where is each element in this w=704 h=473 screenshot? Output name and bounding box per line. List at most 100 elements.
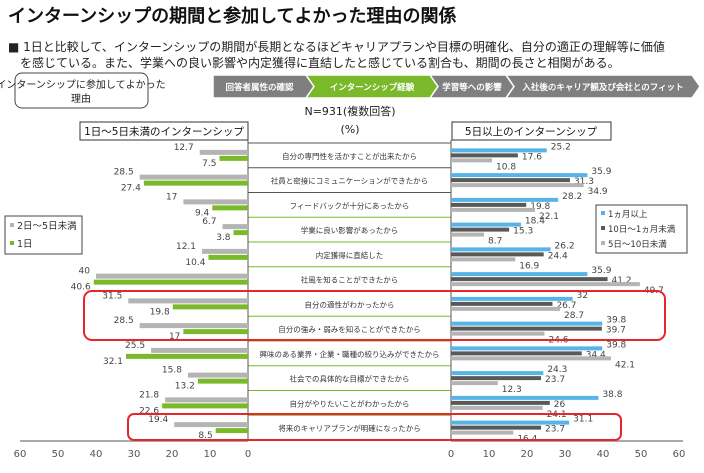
right-bar	[451, 331, 545, 336]
right-data-label: 8.7	[488, 237, 502, 247]
right-bar	[451, 277, 608, 282]
left-bar	[202, 248, 248, 254]
right-panel-title-box	[451, 121, 612, 141]
nav-step-1[interactable]: 回答者属性の確認	[212, 74, 315, 99]
category-label: 自分がやりたいことがわかったから	[290, 398, 410, 408]
left-bar	[165, 397, 248, 403]
category-label: 学業に良い影響があったから	[301, 225, 399, 235]
legend-label: 2日～5日未満	[17, 220, 77, 232]
right-data-label: 28.2	[562, 192, 582, 202]
left-data-label: 32.1	[103, 357, 123, 367]
left-data-label: 40	[79, 267, 91, 277]
left-data-label: 19.8	[150, 307, 170, 317]
left-bar	[172, 304, 248, 310]
right-tick-label: 0	[448, 449, 454, 460]
left-data-label: 17	[166, 192, 177, 202]
right-data-label: 34.9	[588, 187, 608, 197]
right-bar	[451, 395, 599, 400]
nav-step-4[interactable]: 入社後のキャリア観及び会社とのフィット	[504, 74, 701, 99]
left-data-label: 7.5	[202, 159, 216, 169]
right-bar	[451, 351, 582, 356]
legend-swatch	[10, 223, 14, 227]
left-tick-label: 20	[166, 449, 179, 460]
progress-nav: 回答者属性の確認 インターンシップ経験 学習等への影響 入社後のキャリア観及び会社との…	[212, 74, 701, 99]
right-data-label: 31.1	[573, 415, 593, 425]
section-box-line-1: インターンシップに参加してよかった	[0, 78, 166, 91]
right-data-label: 35.9	[591, 167, 611, 177]
right-bar	[451, 376, 542, 381]
left-bar	[96, 273, 248, 279]
legend-label: 10日～1ヵ月未満	[608, 224, 676, 235]
right-tick-label: 20	[521, 449, 534, 460]
section-box	[14, 72, 149, 109]
left-legend-box	[4, 215, 83, 255]
left-bar	[151, 347, 248, 353]
right-data-label: 26.2	[555, 241, 575, 251]
nav-step-label: 学習等への影響	[442, 82, 502, 93]
right-tick-label: 50	[635, 449, 648, 460]
right-bar	[451, 158, 493, 163]
sample-note: N=931(複数回答)	[304, 104, 395, 118]
left-bar	[233, 230, 248, 236]
unit-label: (%)	[340, 123, 359, 136]
right-bar	[451, 326, 602, 331]
left-bar	[212, 205, 248, 211]
left-data-label: 28.5	[114, 316, 134, 326]
right-bar	[451, 371, 544, 376]
left-bar	[126, 353, 248, 359]
left-panel-title-box	[79, 121, 249, 141]
category-label: 興味のある業界・企業・職種の絞り込みができたから	[260, 349, 440, 359]
nav-step-2[interactable]: インターンシップ経験	[304, 74, 439, 99]
right-data-label: 15.3	[513, 227, 533, 237]
right-data-label: 26.7	[556, 301, 576, 311]
category-label: 自分の専門性を活かすことが出来たから	[282, 151, 417, 161]
right-data-label: 17.6	[522, 152, 542, 162]
right-data-label: 42.1	[615, 360, 635, 370]
left-bar	[139, 174, 248, 180]
left-bar	[199, 149, 248, 155]
right-data-label: 26	[554, 400, 566, 410]
right-data-label: 39.7	[606, 326, 626, 336]
nav-step-3[interactable]: 学習等への影響	[428, 74, 515, 99]
left-data-label: 9.4	[195, 208, 210, 218]
left-data-label: 17	[169, 332, 180, 342]
left-legend: 2日～5日未満 1日	[4, 215, 83, 255]
left-data-label: 40.6	[71, 283, 91, 293]
right-bar	[451, 202, 527, 207]
highlight-box-self-understanding	[83, 290, 666, 341]
right-data-label: 25.2	[551, 142, 571, 152]
right-data-label: 35.9	[591, 266, 611, 276]
right-bar	[451, 272, 588, 277]
right-panel-title: 5日以上のインターンシップ	[465, 126, 598, 138]
legend-swatch	[601, 241, 605, 245]
left-data-label: 3.8	[216, 233, 231, 243]
summary-line-1: ■ 1日と比較して、インターンシップの期間が長期となるほどキャリアプランや目標の…	[8, 39, 665, 54]
category-label: 内定獲得に直結した	[316, 250, 384, 260]
right-legend: 1ヵ月以上 10日～1ヵ月未満 5日～10日未満	[595, 204, 688, 254]
left-bar	[222, 224, 248, 230]
left-bar	[174, 422, 248, 428]
right-bar	[451, 346, 603, 351]
legend-label: 1ヵ月以上	[608, 210, 648, 220]
right-data-label: 23.7	[545, 375, 565, 385]
left-bar	[197, 378, 248, 384]
left-bar	[183, 329, 248, 335]
right-data-label: 31.3	[574, 177, 594, 187]
left-data-label: 6.7	[202, 217, 216, 227]
right-bar	[451, 405, 543, 410]
right-data-label: 12.3	[502, 385, 522, 395]
right-bar	[451, 381, 498, 386]
left-data-label: 21.8	[139, 390, 159, 400]
category-label: 社風を知ることができたから	[301, 275, 399, 285]
legend-swatch	[601, 211, 605, 215]
left-data-label: 28.5	[114, 168, 134, 178]
right-data-label: 28.7	[564, 311, 584, 321]
summary-line-2: を感じている。また、学業への良い影響や内定獲得に直結したと感じている割合も、期間…	[20, 55, 620, 70]
nav-step-label: 回答者属性の確認	[225, 82, 294, 93]
right-bar	[451, 247, 551, 252]
left-data-label: 8.5	[198, 431, 212, 441]
right-bar	[451, 296, 573, 301]
left-bar	[208, 254, 248, 260]
right-tick-label: 10	[483, 449, 496, 460]
